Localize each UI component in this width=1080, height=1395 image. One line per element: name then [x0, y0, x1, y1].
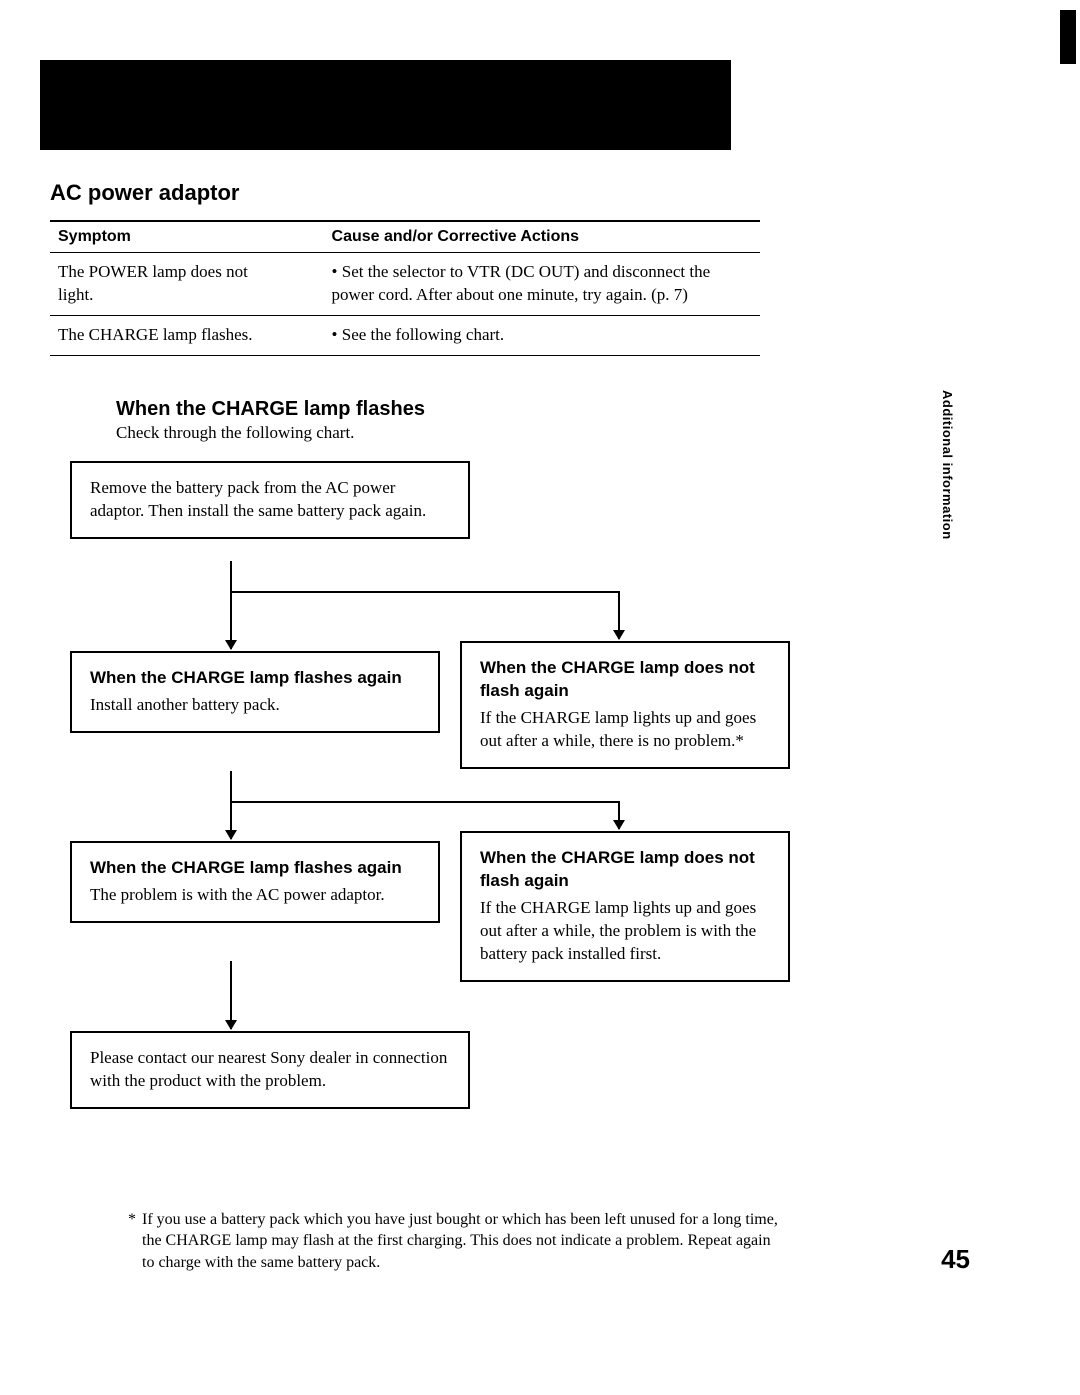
table-cell-symptom: The POWER lamp does not light. — [50, 253, 292, 316]
page-edge-mark — [1060, 10, 1076, 64]
footnote-asterisk: * — [128, 1211, 142, 1228]
footnote-text: If you use a battery pack which you have… — [142, 1211, 778, 1271]
flow-box-text: If the CHARGE lamp lights up and goes ou… — [480, 898, 756, 963]
table-row: The CHARGE lamp flashes. • See the follo… — [50, 315, 760, 355]
flow-line — [230, 801, 620, 803]
flow-box-text: Please contact our nearest Sony dealer i… — [90, 1048, 447, 1090]
table-header-action: Cause and/or Corrective Actions — [292, 221, 761, 253]
flow-box-heading: When the CHARGE lamp flashes again — [90, 857, 420, 880]
flow-box-text: The problem is with the AC power adaptor… — [90, 885, 385, 904]
side-tab-label: Additional information — [940, 390, 955, 540]
flow-box-contact-dealer: Please contact our nearest Sony dealer i… — [70, 1031, 470, 1109]
flow-box-flashes-again-2: When the CHARGE lamp flashes again The p… — [70, 841, 440, 923]
flow-line — [230, 591, 620, 593]
flow-arrow — [618, 591, 620, 639]
flow-box-not-flash-2: When the CHARGE lamp does not flash agai… — [460, 831, 790, 982]
footnote: *If you use a battery pack which you hav… — [142, 1209, 782, 1274]
flow-arrow — [230, 961, 232, 1029]
flow-box-heading: When the CHARGE lamp flashes again — [90, 667, 420, 690]
table-cell-action: • Set the selector to VTR (DC OUT) and d… — [292, 253, 761, 316]
flow-box-flashes-again-1: When the CHARGE lamp flashes again Insta… — [70, 651, 440, 733]
table-header-symptom: Symptom — [50, 221, 292, 253]
subsection-caption: Check through the following chart. — [116, 423, 1010, 443]
flowchart: Remove the battery pack from the AC powe… — [50, 461, 830, 1181]
table-cell-action: • See the following chart. — [292, 315, 761, 355]
flow-box-heading: When the CHARGE lamp does not flash agai… — [480, 657, 770, 703]
flow-arrow — [230, 771, 232, 839]
page-content: AC power adaptor Symptom Cause and/or Co… — [0, 0, 1080, 1314]
subsection-title: When the CHARGE lamp flashes — [116, 398, 1010, 421]
flow-arrow — [618, 801, 620, 829]
flow-box-remove-battery: Remove the battery pack from the AC powe… — [70, 461, 470, 539]
flow-box-text: If the CHARGE lamp lights up and goes ou… — [480, 708, 756, 750]
table-row: The POWER lamp does not light. • Set the… — [50, 253, 760, 316]
table-cell-symptom: The CHARGE lamp flashes. — [50, 315, 292, 355]
flow-box-text: Install another battery pack. — [90, 695, 280, 714]
trouble-table: Symptom Cause and/or Corrective Actions … — [50, 220, 760, 356]
header-black-band — [40, 60, 731, 150]
flow-arrow — [230, 561, 232, 649]
flow-box-not-flash-1: When the CHARGE lamp does not flash agai… — [460, 641, 790, 769]
section-title: AC power adaptor — [50, 180, 1010, 206]
page-number: 45 — [941, 1244, 970, 1275]
flow-box-text: Remove the battery pack from the AC powe… — [90, 478, 426, 520]
flow-box-heading: When the CHARGE lamp does not flash agai… — [480, 847, 770, 893]
